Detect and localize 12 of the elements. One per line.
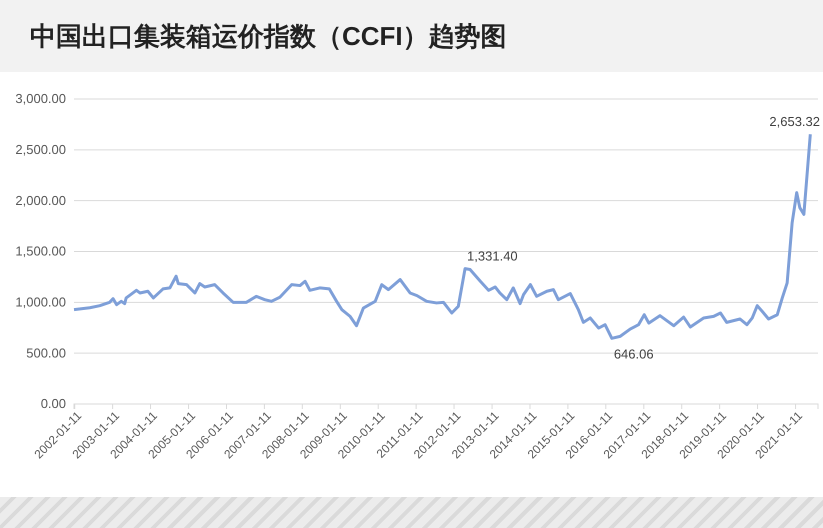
chart-title: 中国出口集装箱运价指数（CCFI）趋势图 (30, 21, 507, 51)
y-tick-label: 500.00 (26, 345, 66, 360)
y-tick-label: 1,000.00 (15, 294, 66, 310)
y-tick-label: 2,000.00 (15, 192, 66, 208)
y-tick-label: 3,000.00 (15, 91, 66, 106)
data-label: 646.06 (614, 346, 654, 362)
data-label: 1,331.40 (467, 248, 518, 264)
y-tick-label: 2,500.00 (15, 142, 66, 157)
data-label: 2,653.32 (769, 114, 820, 130)
y-tick-label: 1,500.00 (15, 244, 66, 259)
line-series (72, 132, 812, 340)
y-tick-label: 0.00 (40, 396, 66, 412)
